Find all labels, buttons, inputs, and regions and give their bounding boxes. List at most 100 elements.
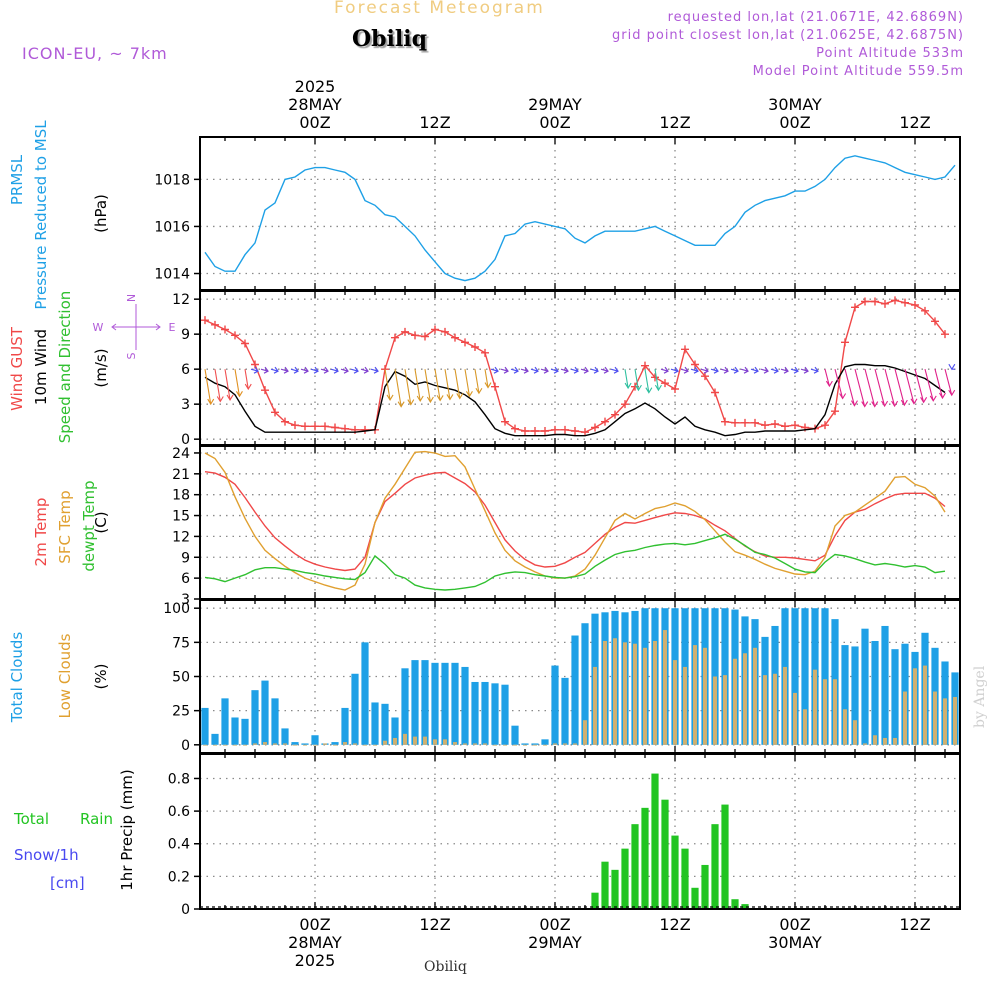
bar-total_cloud <box>561 677 569 745</box>
bottom-hour-label: 12Z <box>419 915 450 934</box>
y-tick-label: 0.6 <box>168 804 190 820</box>
bar-rain <box>661 799 669 909</box>
bar-low_cloud <box>533 744 537 746</box>
wind-direction-arrow <box>610 366 619 374</box>
gust-marker <box>321 422 329 431</box>
bar-total_cloud <box>231 717 239 745</box>
panel-frame <box>199 136 961 291</box>
gust-marker <box>871 297 879 306</box>
bar-low_cloud <box>703 647 707 745</box>
pressure-label-2: Pressure Reduced to MSL <box>32 120 50 310</box>
bar-low_cloud <box>683 666 687 745</box>
bar-low_cloud <box>203 744 207 746</box>
gust-marker <box>821 421 829 430</box>
bar-rain <box>651 773 659 909</box>
y-tick-label: 9 <box>181 327 190 343</box>
gust-marker <box>561 425 569 434</box>
wind-direction-arrow <box>414 369 424 403</box>
wind-direction-arrow <box>740 366 749 374</box>
bar-low_cloud <box>553 743 557 745</box>
bar-low_cloud <box>793 692 797 745</box>
panel-clouds <box>194 599 961 754</box>
bar-low_cloud <box>643 647 647 745</box>
wind-direction-arrow <box>570 366 579 374</box>
bar-low_cloud <box>283 743 287 745</box>
y-tick-label: 3 <box>181 397 190 413</box>
gust-marker <box>881 299 889 308</box>
bottom-day-label: 28MAY <box>288 933 342 952</box>
bar-low_cloud <box>753 647 757 745</box>
line-gust <box>204 299 946 433</box>
bar-low_cloud <box>293 744 297 746</box>
bar-low_cloud <box>593 666 597 745</box>
line-sfc <box>204 450 946 591</box>
bar-low_cloud <box>453 742 457 745</box>
wind-direction-arrow <box>624 369 632 390</box>
bottom-hour-label: 12Z <box>899 915 930 934</box>
bar-low_cloud <box>933 691 937 745</box>
gust-marker <box>891 296 899 305</box>
bar-total_cloud <box>411 660 419 745</box>
bar-total_cloud <box>211 733 219 745</box>
wind-direction-arrow <box>560 366 569 374</box>
precip-legend-snow: Snow/1h <box>14 846 79 864</box>
wind-direction-arrow <box>540 366 549 374</box>
wind-direction-arrow <box>394 369 405 408</box>
wind-direction-arrow <box>500 366 509 374</box>
wind-direction-arrow <box>760 366 769 374</box>
bar-rain <box>691 887 699 909</box>
top-hour-label: 00Z <box>779 113 810 132</box>
bar-low_cloud <box>493 744 497 746</box>
bar-low_cloud <box>393 737 397 745</box>
point-altitude: Point Altitude 533m <box>816 46 964 61</box>
precip-legend-total: Total <box>13 810 49 828</box>
wind-direction-arrow <box>864 369 879 408</box>
gust-marker <box>731 418 739 427</box>
gust-marker <box>721 417 729 426</box>
bar-total_cloud <box>381 703 389 745</box>
bar-total_cloud <box>861 628 869 745</box>
gust-marker <box>241 339 249 348</box>
bar-low_cloud <box>903 691 907 745</box>
bar-low_cloud <box>783 666 787 745</box>
bar-rain <box>681 848 689 909</box>
gust-marker <box>931 317 939 326</box>
y-tick-label: 75 <box>172 635 190 651</box>
low-clouds-label: Low Clouds <box>56 633 74 718</box>
gust-marker <box>221 325 229 334</box>
y-tick-label: 3 <box>181 592 190 608</box>
compass-east: E <box>169 321 176 334</box>
wind-direction-label: Speed and Direction <box>56 291 74 444</box>
wind-direction-arrow <box>350 366 359 374</box>
wind-direction-arrow <box>790 366 799 374</box>
bar-low_cloud <box>833 679 837 745</box>
bar-low_cloud <box>443 739 447 745</box>
gust-marker <box>711 388 719 397</box>
bar-low_cloud <box>373 744 377 746</box>
y-tick-label: 0 <box>181 738 190 754</box>
wind-direction-arrow <box>750 366 759 374</box>
wind-direction-arrow <box>434 369 444 402</box>
wind-direction-arrow <box>370 366 379 374</box>
compass-arrows <box>111 304 161 350</box>
gust-marker <box>621 400 629 409</box>
gust-marker <box>571 427 579 435</box>
wind-10m-label: 10m Wind <box>32 329 50 405</box>
bar-total_cloud <box>341 707 349 745</box>
y-tick-label: 0.4 <box>168 837 190 853</box>
bottom-hour-label: 00Z <box>299 915 330 934</box>
wind-direction-arrow <box>680 366 689 374</box>
bar-low_cloud <box>603 640 607 745</box>
wind-direction-arrow <box>884 369 899 408</box>
wind-direction-arrow <box>844 369 858 407</box>
bar-rain <box>731 899 739 909</box>
gust-marker <box>441 327 449 336</box>
gust-marker <box>301 422 309 431</box>
y-tick-label: 25 <box>172 704 190 720</box>
bar-total_cloud <box>871 640 879 745</box>
gust-marker <box>901 298 909 307</box>
bar-total_cloud <box>801 608 809 745</box>
gust-marker <box>841 338 849 347</box>
y-tick-label: 100 <box>163 601 190 617</box>
gust-marker <box>311 422 319 431</box>
